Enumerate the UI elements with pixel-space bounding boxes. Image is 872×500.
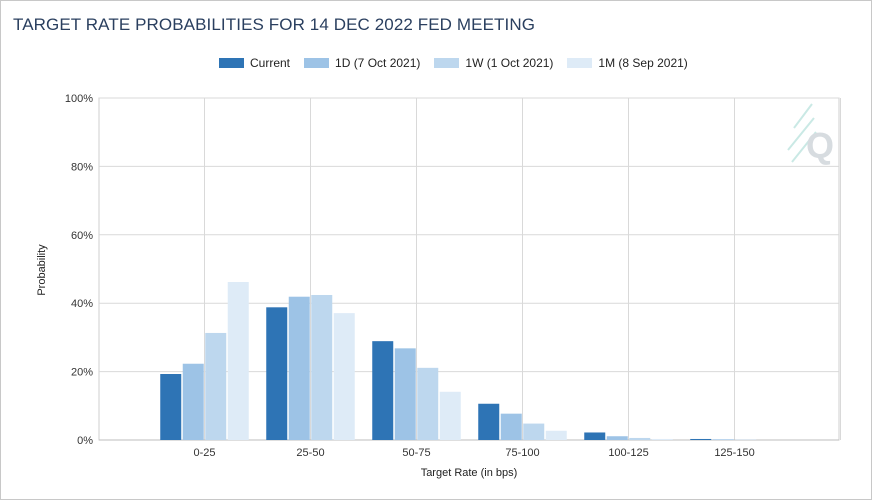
- bar-25-50-3[interactable]: [333, 313, 355, 440]
- y-tick-label: 20%: [71, 367, 93, 379]
- x-axis-ticks: 0-25 25-50 50-75 75-100 100-125 125-150: [193, 447, 754, 459]
- x-tick-label: 0-25: [193, 447, 215, 459]
- x-tick-label: 125-150: [714, 447, 754, 459]
- bar-0-25-1[interactable]: [182, 363, 204, 440]
- y-tick-label: 60%: [71, 230, 93, 242]
- bar-50-75-3[interactable]: [439, 391, 461, 440]
- bar-100-125-1[interactable]: [606, 436, 628, 440]
- legend-label-current: Current: [250, 56, 291, 70]
- x-tick-label: 75-100: [505, 447, 539, 459]
- bar-50-75-1[interactable]: [394, 348, 416, 440]
- y-tick-label: 0%: [77, 435, 93, 447]
- bar-125-150-1[interactable]: [712, 439, 734, 440]
- x-tick-label: 50-75: [402, 447, 430, 459]
- x-axis-title: Target Rate (in bps): [421, 467, 518, 479]
- bars: [160, 281, 757, 440]
- chart-title: TARGET RATE PROBABILITIES FOR 14 DEC 202…: [13, 15, 536, 34]
- bar-100-125-2[interactable]: [629, 437, 651, 440]
- legend: Current 1D (7 Oct 2021) 1W (1 Oct 2021) …: [219, 56, 688, 70]
- logo-stripes: [787, 103, 817, 163]
- bar-75-100-3[interactable]: [545, 430, 567, 440]
- y-tick-label: 80%: [71, 161, 93, 173]
- legend-item-1d[interactable]: 1D (7 Oct 2021): [304, 56, 420, 70]
- y-tick-label: 100%: [65, 93, 93, 105]
- x-tick-label: 25-50: [296, 447, 324, 459]
- legend-item-1w[interactable]: 1W (1 Oct 2021): [434, 56, 553, 70]
- bar-75-100-1[interactable]: [500, 413, 522, 440]
- bar-25-50-1[interactable]: [288, 296, 310, 440]
- x-tick-label: 100-125: [608, 447, 648, 459]
- bar-75-100-0[interactable]: [478, 403, 500, 440]
- legend-swatch-current: [219, 58, 244, 68]
- legend-item-1m[interactable]: 1M (8 Sep 2021): [567, 56, 688, 70]
- bar-100-125-0[interactable]: [584, 432, 606, 440]
- legend-label-1d: 1D (7 Oct 2021): [335, 56, 421, 70]
- legend-swatch-1d: [304, 58, 330, 68]
- bar-75-100-2[interactable]: [523, 423, 545, 440]
- bar-125-150-0[interactable]: [690, 438, 712, 440]
- bar-0-25-3[interactable]: [227, 281, 249, 440]
- watermark-logo: Q: [787, 103, 834, 166]
- legend-item-current[interactable]: Current: [219, 56, 290, 70]
- legend-swatch-1w: [434, 58, 460, 68]
- legend-label-1m: 1M (8 Sep 2021): [598, 56, 688, 70]
- bar-0-25-2[interactable]: [205, 332, 227, 440]
- bar-0-25-0[interactable]: [160, 373, 182, 440]
- legend-swatch-1m: [567, 58, 593, 68]
- bar-50-75-0[interactable]: [372, 341, 394, 440]
- y-tick-label: 40%: [71, 298, 93, 310]
- legend-label-1w: 1W (1 Oct 2021): [465, 56, 554, 70]
- y-axis-title: Probability: [36, 244, 48, 296]
- bar-100-125-3[interactable]: [651, 438, 673, 440]
- bar-25-50-2[interactable]: [311, 294, 333, 440]
- logo-glyph: Q: [806, 125, 834, 166]
- bar-25-50-0[interactable]: [266, 307, 288, 440]
- y-axis-ticks: 0% 20% 40% 60% 80% 100%: [65, 93, 93, 447]
- bar-50-75-2[interactable]: [417, 367, 439, 440]
